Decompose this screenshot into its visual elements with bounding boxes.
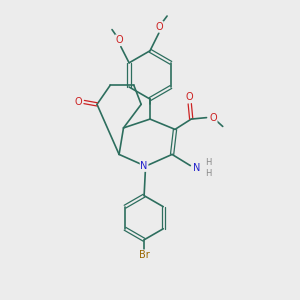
Text: H: H: [205, 169, 212, 178]
Text: N: N: [193, 163, 200, 173]
Text: O: O: [186, 92, 194, 102]
Text: O: O: [75, 97, 82, 107]
Text: O: O: [155, 22, 163, 32]
Text: N: N: [140, 161, 148, 171]
Text: O: O: [116, 35, 123, 45]
Text: O: O: [209, 112, 217, 123]
Text: Br: Br: [139, 250, 149, 260]
Text: H: H: [205, 158, 212, 167]
